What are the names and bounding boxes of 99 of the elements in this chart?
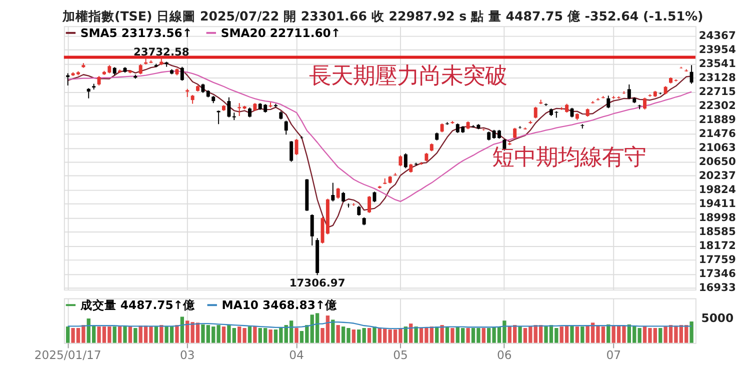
bar bbox=[180, 316, 184, 343]
candlestick bbox=[227, 96, 231, 118]
candlestick bbox=[248, 107, 252, 118]
candlestick bbox=[606, 95, 610, 109]
bar bbox=[123, 326, 127, 343]
bar bbox=[66, 326, 70, 343]
y-tick-label: 17346 bbox=[698, 267, 736, 280]
bar bbox=[134, 328, 138, 343]
bar bbox=[222, 326, 226, 343]
y-tick-label: 21889 bbox=[698, 113, 736, 126]
candlestick bbox=[398, 154, 402, 167]
bar bbox=[352, 329, 356, 343]
candlestick bbox=[372, 191, 376, 203]
bar bbox=[440, 325, 444, 343]
bar bbox=[466, 328, 470, 343]
bar bbox=[606, 324, 610, 343]
candlestick bbox=[86, 88, 90, 99]
legend-label: 成交量 4487.75↑億 bbox=[79, 298, 196, 312]
x-tick-label: 2025/01/17 bbox=[34, 348, 102, 362]
bar bbox=[445, 326, 450, 343]
chart-title: 加權指數(TSE) 日線圖 2025/07/22 開 23301.66 收 22987.92 s 點 量 4487.75 億 -352.64 (-1.51%) bbox=[61, 8, 704, 24]
candlestick bbox=[138, 64, 142, 75]
x-tick-label: 04 bbox=[289, 348, 304, 362]
y-tick-label: 20650 bbox=[698, 155, 736, 168]
y-tick-label: 19411 bbox=[698, 197, 736, 210]
bar bbox=[570, 325, 574, 343]
y-tick-label: 22302 bbox=[698, 99, 736, 112]
x-tick-label: 03 bbox=[180, 348, 195, 362]
candlestick bbox=[290, 140, 294, 162]
bar bbox=[175, 325, 179, 343]
bar bbox=[518, 326, 522, 343]
y-tick-label: 23954 bbox=[698, 43, 736, 56]
y-tick-label: 17759 bbox=[698, 253, 736, 266]
y-tick-label: 23541 bbox=[698, 57, 736, 70]
candlestick bbox=[404, 152, 408, 169]
candlestick bbox=[643, 97, 647, 110]
bar bbox=[336, 325, 340, 343]
bar bbox=[362, 328, 366, 343]
bar bbox=[253, 326, 257, 343]
bar bbox=[372, 326, 376, 343]
x-tick-label: 07 bbox=[606, 348, 621, 362]
candlestick bbox=[310, 214, 314, 246]
candlestick bbox=[232, 112, 236, 121]
bar bbox=[294, 328, 298, 343]
bar bbox=[118, 326, 122, 343]
candlestick bbox=[336, 187, 340, 200]
y-tick-label: 21476 bbox=[698, 127, 736, 140]
candlestick bbox=[690, 64, 694, 84]
annotation: 17306.97 bbox=[289, 276, 346, 290]
bar bbox=[414, 326, 418, 343]
bar bbox=[367, 328, 372, 343]
legend-label: SMA5 23173.56↑ bbox=[80, 26, 192, 40]
y-tick-label: 22715 bbox=[698, 85, 736, 98]
x-tick-label: 06 bbox=[497, 348, 512, 362]
candlestick bbox=[216, 110, 220, 125]
y-tick-label: 18998 bbox=[698, 211, 736, 224]
y-tick-label: 24367 bbox=[698, 29, 736, 42]
candlestick bbox=[627, 84, 631, 100]
bar bbox=[690, 321, 694, 343]
candlestick bbox=[201, 83, 205, 94]
candlestick bbox=[513, 127, 517, 139]
text: 5000 bbox=[701, 311, 734, 326]
bar bbox=[357, 329, 361, 343]
bar bbox=[575, 326, 580, 343]
candlestick bbox=[97, 75, 101, 86]
candlestick bbox=[357, 205, 361, 216]
bar bbox=[580, 326, 584, 343]
bar bbox=[112, 326, 116, 343]
bar bbox=[268, 329, 272, 343]
candlestick bbox=[342, 191, 346, 203]
legend-label: SMA20 22711.60↑ bbox=[220, 26, 341, 40]
y-tick-label: 18585 bbox=[698, 225, 736, 238]
candlestick bbox=[284, 120, 288, 136]
y-tick-label: 21063 bbox=[698, 141, 736, 154]
candlestick bbox=[534, 106, 538, 119]
annotation: 23732.58 bbox=[133, 45, 190, 58]
candlestick bbox=[180, 66, 184, 82]
bar bbox=[450, 328, 454, 343]
bar bbox=[128, 326, 132, 343]
legend-label: MA10 3468.83↑億 bbox=[222, 298, 338, 312]
candlestick bbox=[294, 138, 298, 156]
bar bbox=[154, 326, 158, 343]
candlestick bbox=[368, 196, 372, 214]
x-tick-label: 05 bbox=[393, 348, 408, 362]
annotation: 長天期壓力尚未突破 bbox=[309, 62, 508, 89]
bar bbox=[248, 326, 252, 343]
bar bbox=[331, 320, 335, 343]
line-series bbox=[67, 62, 692, 228]
y-tick-label: 16933 bbox=[698, 281, 736, 294]
bar bbox=[658, 328, 662, 343]
y-tick-label: 20237 bbox=[698, 169, 736, 182]
candlestick bbox=[331, 182, 335, 202]
annotation: 短中期均線有守 bbox=[492, 144, 646, 171]
y-tick-label: 19824 bbox=[698, 183, 736, 196]
bar bbox=[409, 324, 413, 343]
y-tick-label: 23128 bbox=[698, 71, 736, 84]
y-tick-label: 18172 bbox=[698, 239, 736, 252]
bar bbox=[482, 328, 486, 343]
candlestick bbox=[238, 102, 242, 116]
